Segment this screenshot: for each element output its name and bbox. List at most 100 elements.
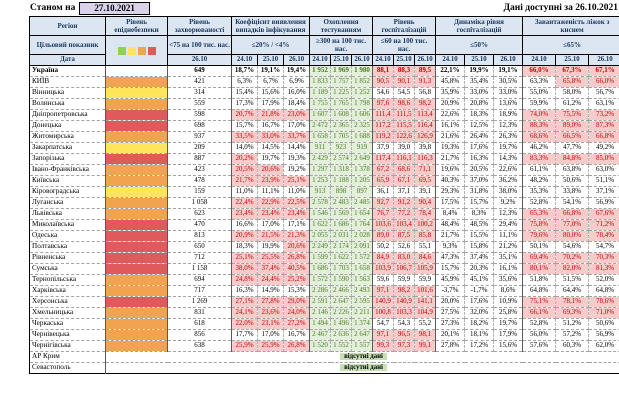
hospitalization-value: 115,5	[393, 120, 416, 132]
hospitalization-value: 97,1	[372, 285, 395, 297]
table-row: Херсонська 1 269 27,1% 27,8% 29,0% 2 591 2 647…	[29, 296, 619, 308]
testing-value: 1 969	[330, 65, 353, 77]
hospitalization-value: 140,9	[393, 296, 416, 308]
table-row: Україна 649 18,7% 19,1% 19,4% 1 952 1 969 1 980…	[29, 65, 619, 77]
hospitalization-value: 59,6	[372, 274, 395, 286]
beds-value: 56,9%	[588, 197, 619, 209]
header-date-row: Дата 26.10 24.10 25.10 26.10 24.10 25.10…	[29, 54, 619, 66]
detection-value: 16,3%	[231, 285, 258, 297]
detection-value: 23,1%	[257, 318, 284, 330]
beds-value: 64,8%	[522, 285, 557, 297]
hospitalization-value: 54,7	[372, 318, 395, 330]
dynamics-value: -1,7%	[464, 285, 495, 297]
testing-value: 1 225	[330, 87, 353, 99]
hospitalization-value: 100,2	[414, 219, 437, 231]
dynamics-value: 21,2%	[493, 241, 524, 253]
legend-square-icon	[127, 46, 136, 55]
incidence-value: 421	[167, 76, 232, 88]
hospitalization-value: 103,4	[393, 219, 416, 231]
hospitalization-value: 104,9	[414, 307, 437, 319]
table-row: Дніпропетровська 598 20,7% 21,8% 23,0% 1 607 1…	[29, 109, 619, 121]
beds-value: 50,1%	[522, 241, 557, 253]
testing-value: 2 211	[351, 307, 374, 319]
dynamics-value: 19,7%	[493, 318, 524, 330]
detection-value: 27,8%	[257, 296, 284, 308]
testing-value: 1 798	[351, 98, 374, 110]
region-name: Дніпропетровська	[29, 109, 106, 121]
detection-value: 33,7%	[283, 131, 311, 143]
table-row: Рівненська 712 25,1% 25,5% 26,8% 1 599 1 622 1 …	[29, 252, 619, 264]
header-hospitalization: Рівень госпіталізацій	[372, 15, 437, 37]
beds-value: 47,7%	[555, 142, 590, 154]
table-row: Луганська 1 058 22,4% 22,9% 22,5% 2 578 2 483 2…	[29, 197, 619, 209]
dynamics-value: 11,1%	[493, 230, 524, 242]
hospitalization-value: 50,2	[372, 241, 395, 253]
testing-value: 2 028	[351, 230, 374, 242]
table-row: Київська 478 21,7% 23,9% 25,1% 1 253 1 188 1 20…	[29, 175, 619, 187]
detection-value: 18,3%	[231, 241, 258, 253]
incidence-value: 649	[167, 65, 232, 77]
table-row: Івано-Франківська 423 20,5% 20,6% 19,2% 1 297…	[29, 164, 619, 176]
region-name: Чернівецька	[29, 329, 106, 341]
detection-value: 6,3%	[231, 76, 258, 88]
testing-value: 2 647	[330, 296, 353, 308]
epidemic-level-cell	[105, 175, 168, 187]
incidence-value: 712	[167, 252, 232, 264]
epidemic-level-cell	[105, 76, 168, 88]
testing-value: 2 636	[330, 329, 353, 341]
detection-value: 25,1%	[283, 175, 311, 187]
region-name: АР Крим	[29, 351, 106, 363]
epidemic-level-cell	[105, 197, 168, 209]
hospitalization-value: 98,2	[393, 285, 416, 297]
dynamics-value: 12,3%	[493, 120, 524, 132]
hospitalization-value: 105,9	[414, 263, 437, 275]
date-cell: 25.10	[393, 54, 416, 66]
epidemic-level-cell	[105, 65, 168, 77]
testing-value: 1 599	[309, 252, 332, 264]
dynamics-value: 38,0%	[493, 186, 524, 198]
epidemic-level-cell	[105, 340, 168, 352]
hospitalization-value: 52,6	[393, 241, 416, 253]
target-dynamics: ≤50%	[435, 35, 524, 56]
table-row: Волинська 559 17,3% 17,9% 18,4% 1 755 1 765 1 7…	[29, 98, 619, 110]
incidence-value: 638	[167, 340, 232, 352]
testing-value: 1 765	[330, 98, 353, 110]
region-name: Харківська	[29, 285, 106, 297]
region-name: Одеська	[29, 230, 106, 242]
beds-value: 81,3%	[588, 263, 619, 275]
hospitalization-value: 54,5	[393, 87, 416, 99]
testing-value: 1 189	[309, 87, 332, 99]
hospitalization-value: 65,9	[372, 175, 395, 187]
beds-value: 66,8%	[555, 208, 590, 220]
beds-value: 35,3%	[522, 186, 557, 198]
testing-value: 2 146	[309, 307, 332, 319]
hospitalization-value: 117,2	[372, 120, 395, 132]
header-target-row: Цільовий показник <75 на 100 тис. нас. ≤…	[29, 35, 619, 66]
date-cell: 24.10	[435, 54, 466, 66]
detection-value: 23,0%	[283, 109, 311, 121]
detection-value: 29,0%	[283, 296, 311, 308]
dynamics-value: 19,9%	[464, 65, 495, 77]
dynamics-value: 45,8%	[435, 76, 466, 88]
hospitalization-value: 67,1	[393, 175, 416, 187]
beds-value: 84,8%	[555, 153, 590, 165]
dynamics-value: 9,2%	[493, 197, 524, 209]
region-name: Херсонська	[29, 296, 106, 308]
testing-value: 2 485	[351, 197, 374, 209]
table-row: Закарпатська 209 14,0% 14,5% 14,4% 911 923 919 3…	[29, 142, 619, 154]
epidemic-level-cell	[105, 142, 168, 154]
target-hospitalization: ≤60 на 100 тис. нас.	[372, 35, 437, 56]
hospitalization-value: 103,3	[393, 307, 416, 319]
testing-value: 1 686	[330, 219, 353, 231]
hospitalization-value: 97,1	[372, 329, 395, 341]
detection-value: 23,4%	[283, 208, 311, 220]
testing-value: 2 174	[330, 241, 353, 253]
testing-value: 1 608	[330, 109, 353, 121]
detection-value: 25,2%	[283, 274, 311, 286]
incidence-value: 423	[167, 164, 232, 176]
detection-value: 24,4%	[257, 274, 284, 286]
hospitalization-value: 90,5	[372, 76, 395, 88]
detection-value: 6,7%	[257, 76, 284, 88]
testing-value: 2 286	[309, 285, 332, 297]
testing-value: 1 952	[309, 65, 332, 77]
